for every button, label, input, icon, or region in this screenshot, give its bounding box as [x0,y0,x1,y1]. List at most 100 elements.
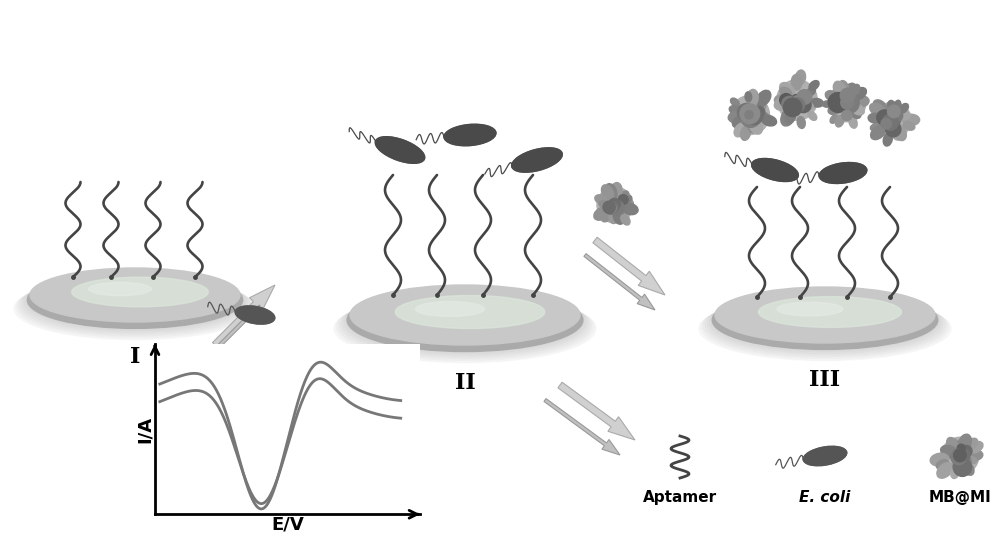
Ellipse shape [619,199,633,209]
Ellipse shape [852,96,869,107]
Ellipse shape [824,164,862,182]
Ellipse shape [734,123,746,137]
Circle shape [828,92,848,112]
Ellipse shape [812,450,838,462]
Ellipse shape [622,203,638,214]
Ellipse shape [699,296,951,361]
Ellipse shape [870,124,880,131]
Polygon shape [593,237,665,295]
Circle shape [746,112,754,120]
Ellipse shape [237,307,273,323]
Ellipse shape [803,447,847,466]
Ellipse shape [28,273,242,328]
Ellipse shape [777,302,843,316]
Ellipse shape [30,268,240,322]
Text: III: III [809,369,841,391]
Ellipse shape [336,294,594,361]
Ellipse shape [375,137,425,163]
Ellipse shape [893,124,906,141]
Ellipse shape [851,104,864,115]
Ellipse shape [519,151,555,168]
Circle shape [608,202,619,212]
Ellipse shape [452,128,488,142]
Circle shape [783,98,802,117]
Ellipse shape [241,309,269,321]
Circle shape [961,446,972,456]
Circle shape [953,453,971,471]
Ellipse shape [900,112,910,120]
Ellipse shape [340,293,590,358]
Ellipse shape [887,101,896,113]
Text: I: I [130,346,140,368]
Ellipse shape [522,153,552,167]
Ellipse shape [20,276,250,334]
Circle shape [890,109,903,122]
Ellipse shape [622,195,632,204]
Circle shape [957,444,965,452]
Ellipse shape [711,293,939,350]
Ellipse shape [835,116,844,127]
Ellipse shape [235,306,275,324]
Ellipse shape [378,138,422,162]
Ellipse shape [825,91,840,102]
X-axis label: E/V: E/V [271,516,304,534]
Ellipse shape [347,289,583,351]
Ellipse shape [810,449,840,463]
Ellipse shape [873,100,887,114]
Polygon shape [199,305,260,366]
Circle shape [841,96,854,109]
Ellipse shape [962,462,974,475]
Ellipse shape [620,191,629,200]
Ellipse shape [449,126,491,144]
Ellipse shape [705,294,945,355]
Ellipse shape [712,290,938,349]
Ellipse shape [444,124,496,146]
Ellipse shape [891,124,902,140]
Ellipse shape [342,292,588,356]
Text: E. coli: E. coli [799,490,851,505]
Circle shape [882,114,898,130]
Ellipse shape [951,466,959,478]
Ellipse shape [966,438,978,449]
Circle shape [953,458,972,476]
Ellipse shape [808,112,817,120]
Circle shape [730,96,770,135]
Ellipse shape [239,308,271,322]
Text: MB@MI: MB@MI [929,490,991,505]
Circle shape [877,110,892,125]
Circle shape [740,104,760,124]
Ellipse shape [741,126,751,140]
Ellipse shape [791,74,802,90]
Ellipse shape [822,163,864,183]
Ellipse shape [870,103,885,117]
Ellipse shape [894,100,901,109]
Ellipse shape [752,158,798,182]
Ellipse shape [350,285,580,345]
Ellipse shape [14,278,256,339]
Ellipse shape [755,112,769,122]
Ellipse shape [756,161,794,179]
Ellipse shape [903,122,915,130]
Ellipse shape [780,82,795,98]
Ellipse shape [512,148,562,172]
Ellipse shape [839,81,848,95]
Ellipse shape [803,447,847,466]
Ellipse shape [517,150,557,170]
Ellipse shape [703,295,947,357]
Ellipse shape [752,158,798,182]
Circle shape [887,105,900,118]
Circle shape [956,448,970,462]
Circle shape [792,96,803,107]
Text: Aptamer: Aptamer [643,490,717,505]
Ellipse shape [754,160,796,180]
Circle shape [838,97,846,106]
Ellipse shape [797,117,805,128]
Ellipse shape [621,214,630,225]
Circle shape [609,200,624,215]
Ellipse shape [395,295,545,328]
Circle shape [889,113,899,123]
Circle shape [603,201,615,213]
Ellipse shape [803,102,813,109]
Ellipse shape [833,81,847,98]
Ellipse shape [611,183,622,200]
